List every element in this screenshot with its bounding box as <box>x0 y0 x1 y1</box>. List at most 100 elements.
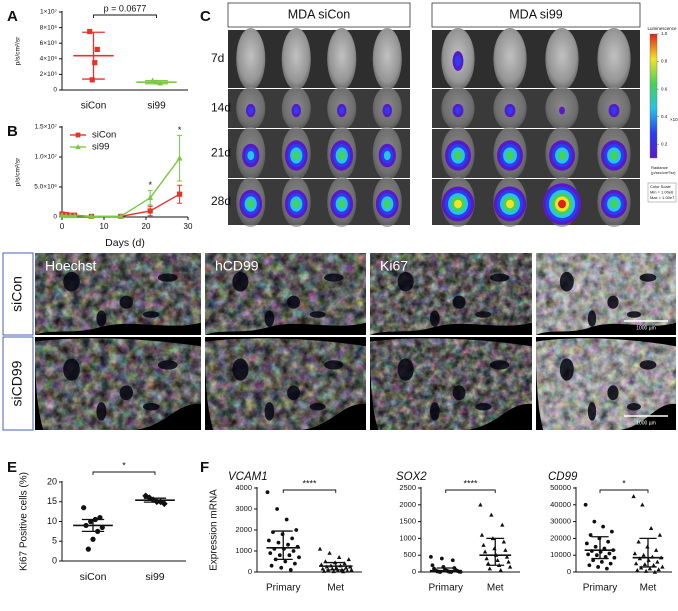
vessel <box>63 271 80 292</box>
significance-bracket <box>282 489 337 493</box>
point <box>506 559 511 564</box>
y-tick-label: 6×10⁶ <box>40 40 58 47</box>
x-tick-label: si99 <box>145 571 164 583</box>
point <box>592 519 597 524</box>
point <box>90 536 96 542</box>
y-tick-label: 5 <box>52 536 57 546</box>
point <box>651 563 656 567</box>
point <box>85 546 91 552</box>
point <box>586 552 591 557</box>
signal <box>506 199 514 209</box>
y-tick-label: 10 <box>47 516 57 526</box>
point <box>632 551 638 556</box>
x-tick-label: Met <box>327 583 344 594</box>
y-tick-label: 2×10⁶ <box>40 71 58 78</box>
x-tick-label: si99 <box>147 101 166 112</box>
row-label: 28d <box>211 194 231 208</box>
row-label: siCD99 <box>9 360 25 406</box>
annotation: * <box>148 180 152 190</box>
signal <box>454 150 462 161</box>
signal <box>292 199 300 209</box>
y-tick-label: 20 <box>47 476 57 486</box>
point <box>336 555 342 560</box>
chart-title: CD99 <box>548 471 578 483</box>
legend-marker <box>75 144 81 150</box>
colorbar-units: Radiance <box>651 165 669 170</box>
signal <box>247 199 255 209</box>
group-header-box <box>227 2 411 28</box>
y-tick-label: 20000 <box>550 533 571 542</box>
vessel <box>287 295 300 309</box>
legend-label: si99 <box>92 142 109 153</box>
point <box>265 490 270 495</box>
significance-label: * <box>122 460 126 470</box>
x-tick-label: Met <box>487 583 504 594</box>
x-tick-label: siCon <box>80 571 107 583</box>
y-tick-label: 2500 <box>399 483 416 492</box>
y-tick-label: 1.0×10⁷ <box>35 154 58 161</box>
point <box>276 540 281 545</box>
point <box>503 547 508 552</box>
y-tick-label: 2000 <box>399 500 416 509</box>
point <box>429 554 433 559</box>
vessel <box>627 311 641 318</box>
row-label: 14d <box>211 101 231 115</box>
vessel <box>559 271 574 292</box>
stain <box>205 253 366 335</box>
significance-bracket <box>599 489 649 493</box>
point <box>288 568 293 572</box>
point <box>612 555 617 560</box>
point <box>500 522 505 527</box>
vessel <box>639 273 657 282</box>
signal <box>454 199 462 209</box>
point <box>291 549 296 553</box>
signal <box>558 150 566 161</box>
point <box>59 212 65 218</box>
y-tick-label: 1.5×10⁷ <box>35 124 58 131</box>
signal <box>384 106 390 115</box>
point <box>640 502 645 507</box>
point <box>588 533 593 537</box>
tissue <box>205 253 366 335</box>
point <box>321 568 327 573</box>
channel-label: Ki67 <box>380 258 408 274</box>
y-tick-label: 0 <box>53 87 57 94</box>
point <box>88 213 95 219</box>
signal <box>558 199 566 209</box>
scale-note: Max = 1.00e7 <box>650 195 675 200</box>
vessel <box>232 271 249 292</box>
point <box>609 529 614 534</box>
point <box>498 568 503 573</box>
vessel <box>324 273 344 282</box>
y-tick-label: 8×10⁶ <box>40 24 58 31</box>
point <box>346 557 351 562</box>
point <box>660 564 665 569</box>
point <box>87 28 93 35</box>
y-tick-label: 0 <box>567 567 571 576</box>
point <box>583 502 588 507</box>
scale-bar-label: 1000 µm <box>636 420 656 426</box>
scale-note-box <box>647 182 677 203</box>
point <box>341 569 346 574</box>
point <box>67 212 74 219</box>
point <box>642 562 648 567</box>
y-tick-label: 4×10⁶ <box>40 56 58 63</box>
colorbar-tick-label: 0.2 <box>661 141 668 146</box>
point <box>176 155 183 161</box>
point <box>607 551 612 556</box>
point <box>92 60 98 66</box>
point <box>81 505 87 511</box>
vessel <box>587 402 597 421</box>
point <box>345 568 350 573</box>
signal <box>610 150 618 161</box>
vessel <box>587 310 597 327</box>
point <box>342 561 347 566</box>
vessel <box>309 311 326 318</box>
colorbar-units: (p/sec/cm²/sr) <box>651 170 676 175</box>
y-tick-label: 5.0×10⁶ <box>34 184 57 191</box>
colorbar-tick-label: 0.4 <box>661 114 668 119</box>
vessel <box>142 311 160 318</box>
point <box>275 507 279 511</box>
legend-label: siCon <box>92 130 116 141</box>
significance-label: **** <box>302 478 317 488</box>
